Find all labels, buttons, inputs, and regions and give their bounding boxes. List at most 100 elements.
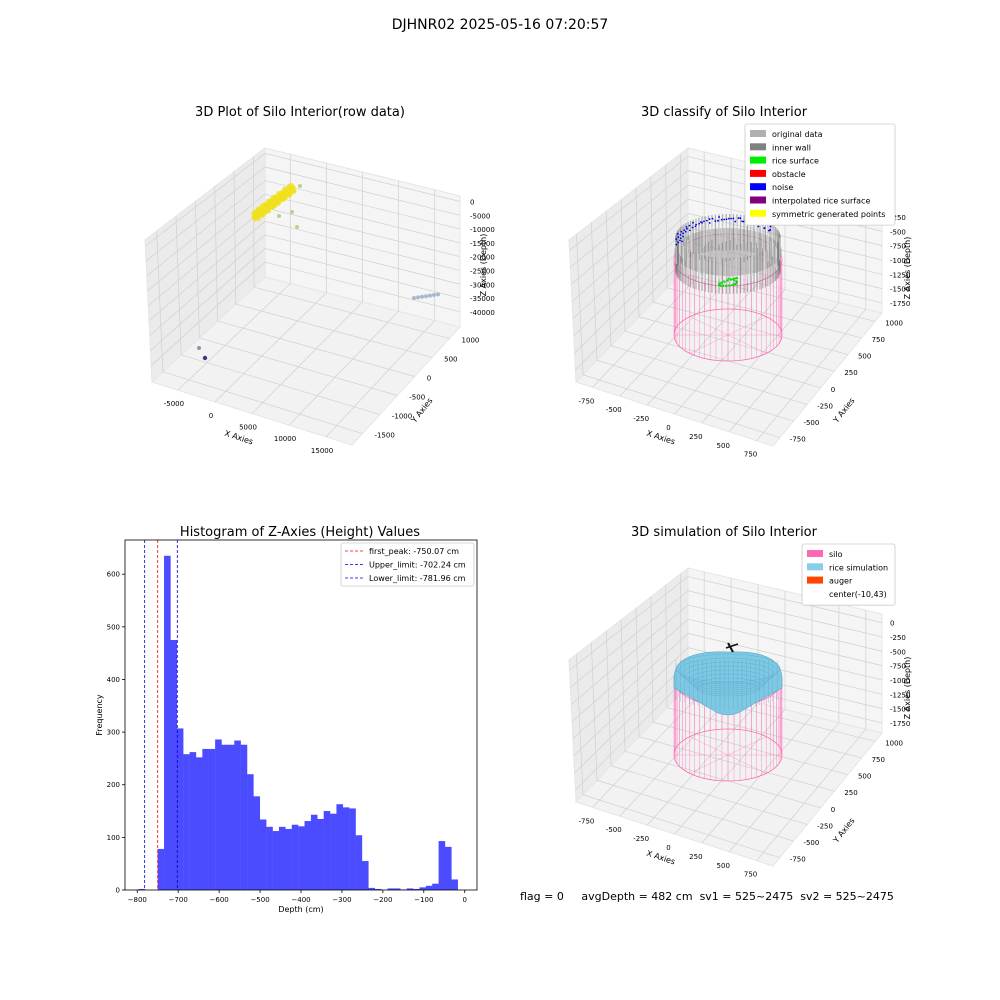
classify-noise-point: [675, 238, 678, 241]
simulation-zgrid: [571, 618, 689, 722]
classify-xgrid: [646, 282, 759, 406]
simulation-zgrid: [569, 576, 689, 671]
histogram-ylabel: Frequency: [95, 694, 104, 736]
raw-zgrid: [264, 248, 461, 299]
raw-point: [286, 189, 292, 194]
simulation-silo-bottom-spoke: [689, 754, 729, 774]
classify-rice-point: [733, 279, 736, 282]
classify-rice-point: [720, 284, 723, 287]
histogram-xlabel: Depth (cm): [278, 905, 323, 914]
classify-silo-bottom-spoke: [689, 334, 729, 354]
classify-ytick-label: -250: [817, 402, 833, 410]
simulation-ytick-label: 1000: [885, 739, 903, 747]
raw-ygrid: [181, 354, 380, 415]
status-sv2: sv2 = 525~2475: [800, 890, 894, 903]
histogram-bar: [189, 752, 197, 890]
classify-rice-point: [723, 280, 726, 283]
classify-noise-point: [742, 220, 745, 223]
raw-zgrid: [148, 207, 266, 307]
simulation-ygrid: [610, 765, 808, 825]
histogram-bar: [349, 808, 356, 890]
classify-ytick-label: 500: [858, 353, 871, 361]
simulation-ytick-label: 750: [872, 756, 885, 764]
classify-silo-bottom-spoke: [689, 316, 729, 336]
histogram-bar: [387, 888, 395, 890]
classify-noise-point: [681, 240, 683, 243]
simulation-rice-contour: [681, 661, 775, 687]
classify-ygrid: [576, 234, 584, 375]
classify-zgrid: [570, 170, 689, 268]
classify-noise-point: [684, 230, 687, 233]
raw-xtick-label: 15000: [311, 447, 333, 455]
histogram-bar: [419, 887, 427, 890]
classify-ztick-label: -500: [890, 228, 906, 236]
simulation-ygrid: [665, 585, 668, 708]
classify-ygrid: [650, 176, 654, 303]
classify-xtick-label: 250: [689, 433, 702, 441]
classify-rice-point: [734, 277, 737, 280]
simulation-ztick-label: -250: [890, 634, 906, 642]
simulation-ytick-label: -750: [790, 856, 806, 864]
simulation-xgrid: [646, 702, 759, 826]
classify-ytick-label: 250: [844, 369, 857, 377]
raw-xtick-label: 0: [209, 412, 213, 420]
raw-ytick-label: 1000: [462, 336, 480, 344]
classify-xgrid: [728, 302, 840, 433]
classify-noise-point: [705, 219, 708, 222]
simulation-legend-swatch: [807, 563, 823, 571]
histogram-ytick-label: 100: [107, 834, 120, 842]
simulation-legend-label: auger: [829, 577, 853, 586]
classify-ztick-label: -1250: [890, 271, 910, 279]
simulation-ygrid: [624, 750, 821, 809]
simulation-xtick-label: 0: [666, 844, 670, 852]
raw-zgrid: [264, 166, 461, 216]
histogram-legend-frame: [340, 542, 475, 587]
classify-legend-swatch: [750, 156, 766, 164]
raw-xgrid: [325, 320, 435, 438]
simulation-ygrid: [596, 779, 794, 842]
histogram-ytick-label: 300: [107, 729, 120, 737]
classify-noise-point: [717, 219, 719, 222]
simulation-xgrid: [728, 722, 840, 853]
raw-point: [288, 183, 294, 188]
raw-xtick-label: 5000: [239, 424, 257, 432]
classify-noise-point: [769, 225, 772, 228]
classify-noise-point: [677, 241, 679, 244]
histogram-bar: [432, 883, 439, 890]
histogram-xtick-label: −600: [210, 896, 229, 904]
classify-ytick-label: -750: [790, 436, 806, 444]
raw-point: [424, 294, 428, 299]
raw-ztick-label: -15000: [470, 240, 495, 248]
histogram-xtick-label: −700: [169, 896, 188, 904]
classify-xtick-label: -750: [578, 397, 594, 405]
classify-noise-point: [676, 232, 679, 235]
simulation-ytick-label: 250: [844, 789, 857, 797]
simulation-rice-contour: [678, 657, 778, 685]
classify-ztick-label: -250: [890, 214, 906, 222]
simulation-zgrid: [573, 647, 689, 757]
histogram-bar: [138, 888, 146, 890]
simulation-xtick-label: -250: [633, 835, 649, 843]
panel-title-classify: 3D classify of Silo Interior: [641, 105, 808, 120]
classify-legend-label: inner wall: [772, 143, 811, 152]
panel-title-histogram: Histogram of Z-Axies (Height) Values: [180, 525, 420, 540]
histogram-bar: [170, 640, 178, 890]
classify-noise-point: [708, 218, 711, 221]
classify-legend-label: original data: [772, 130, 823, 139]
simulation-legend-frame: [801, 543, 896, 606]
classify-legend-swatch: [750, 130, 766, 137]
simulation-ytick-label: -250: [817, 822, 833, 830]
raw-point: [295, 225, 299, 229]
histogram-legend-label: first_peak: -750.07 cm: [369, 547, 459, 556]
classify-xgrid: [756, 308, 867, 441]
panel-title-simulation: 3D simulation of Silo Interior: [631, 525, 818, 540]
raw-xgrid: [288, 311, 399, 426]
classify-noise-point: [711, 217, 714, 220]
classify-noise-point: [741, 220, 744, 223]
classify-ygrid: [635, 188, 640, 317]
simulation-zgrid: [572, 633, 689, 739]
raw-ytick-label: 0: [427, 374, 431, 382]
histogram-bar: [278, 826, 286, 890]
histogram-bar: [266, 826, 273, 890]
raw-ztick-label: -20000: [470, 254, 495, 262]
